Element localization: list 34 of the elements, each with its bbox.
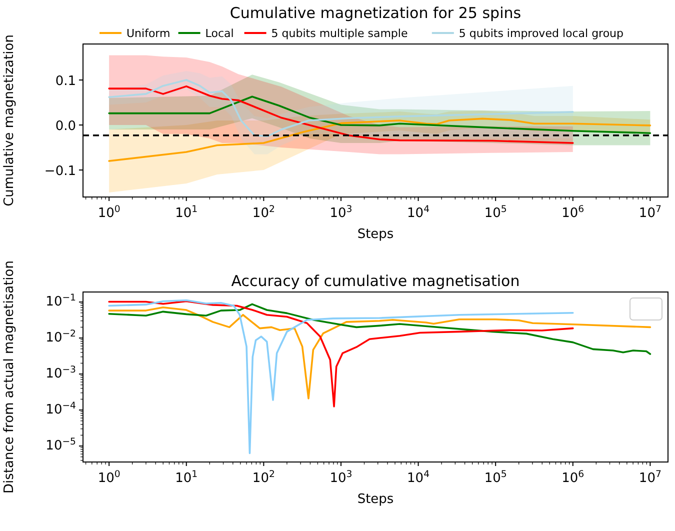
x-tick-label: 10$^{3}$ bbox=[330, 204, 352, 221]
y-axis-title: Distance from actual magnetisation bbox=[2, 260, 17, 494]
x-tick-label: 10$^{7}$ bbox=[638, 204, 662, 221]
x-tick-label: 10$^{5}$ bbox=[484, 468, 507, 486]
y-tick-label: 10$^{−1}$ bbox=[46, 292, 76, 310]
y-tick-label: 10$^{−5}$ bbox=[46, 436, 76, 454]
x-tick-label: 10$^{6}$ bbox=[562, 468, 584, 486]
x-tick-label: 10$^{5}$ bbox=[484, 204, 507, 221]
x-tick-label: 10$^{1}$ bbox=[175, 468, 198, 486]
x-tick-label: 10$^{0}$ bbox=[98, 204, 120, 221]
x-tick-label: 10$^{0}$ bbox=[98, 468, 120, 486]
y-tick-label: 10$^{−3}$ bbox=[46, 364, 76, 382]
y-tick-label: 0.1 bbox=[55, 74, 76, 89]
x-tick-label: 10$^{4}$ bbox=[407, 468, 430, 486]
x-tick-label: 10$^{1}$ bbox=[175, 204, 198, 221]
legend-label: Uniform bbox=[126, 27, 170, 40]
x-tick-label: 10$^{2}$ bbox=[252, 204, 275, 221]
x-tick-label: 10$^{7}$ bbox=[638, 468, 662, 486]
x-axis-title: Steps bbox=[357, 227, 394, 242]
legend-label: 5 qubits improved local group bbox=[458, 27, 624, 40]
legend-label: Local bbox=[205, 27, 234, 40]
x-tick-label: 10$^{2}$ bbox=[252, 468, 275, 486]
chart-title: Cumulative magnetization for 25 spins bbox=[230, 4, 522, 22]
chart-title: Accuracy of cumulative magnetisation bbox=[231, 272, 520, 290]
x-tick-label: 10$^{3}$ bbox=[330, 468, 352, 486]
y-tick-label: 0.0 bbox=[55, 119, 76, 134]
x-tick-label: 10$^{6}$ bbox=[562, 204, 584, 221]
y-axis-title: Cumulative magnetization bbox=[2, 34, 17, 206]
x-tick-label: 10$^{4}$ bbox=[407, 204, 430, 221]
y-tick-label: −0.1 bbox=[44, 164, 76, 179]
x-axis-title: Steps bbox=[357, 492, 394, 507]
y-tick-label: 10$^{−4}$ bbox=[46, 400, 76, 418]
legend-label: 5 qubits multiple sample bbox=[271, 27, 408, 40]
y-tick-label: 10$^{−2}$ bbox=[46, 328, 76, 346]
